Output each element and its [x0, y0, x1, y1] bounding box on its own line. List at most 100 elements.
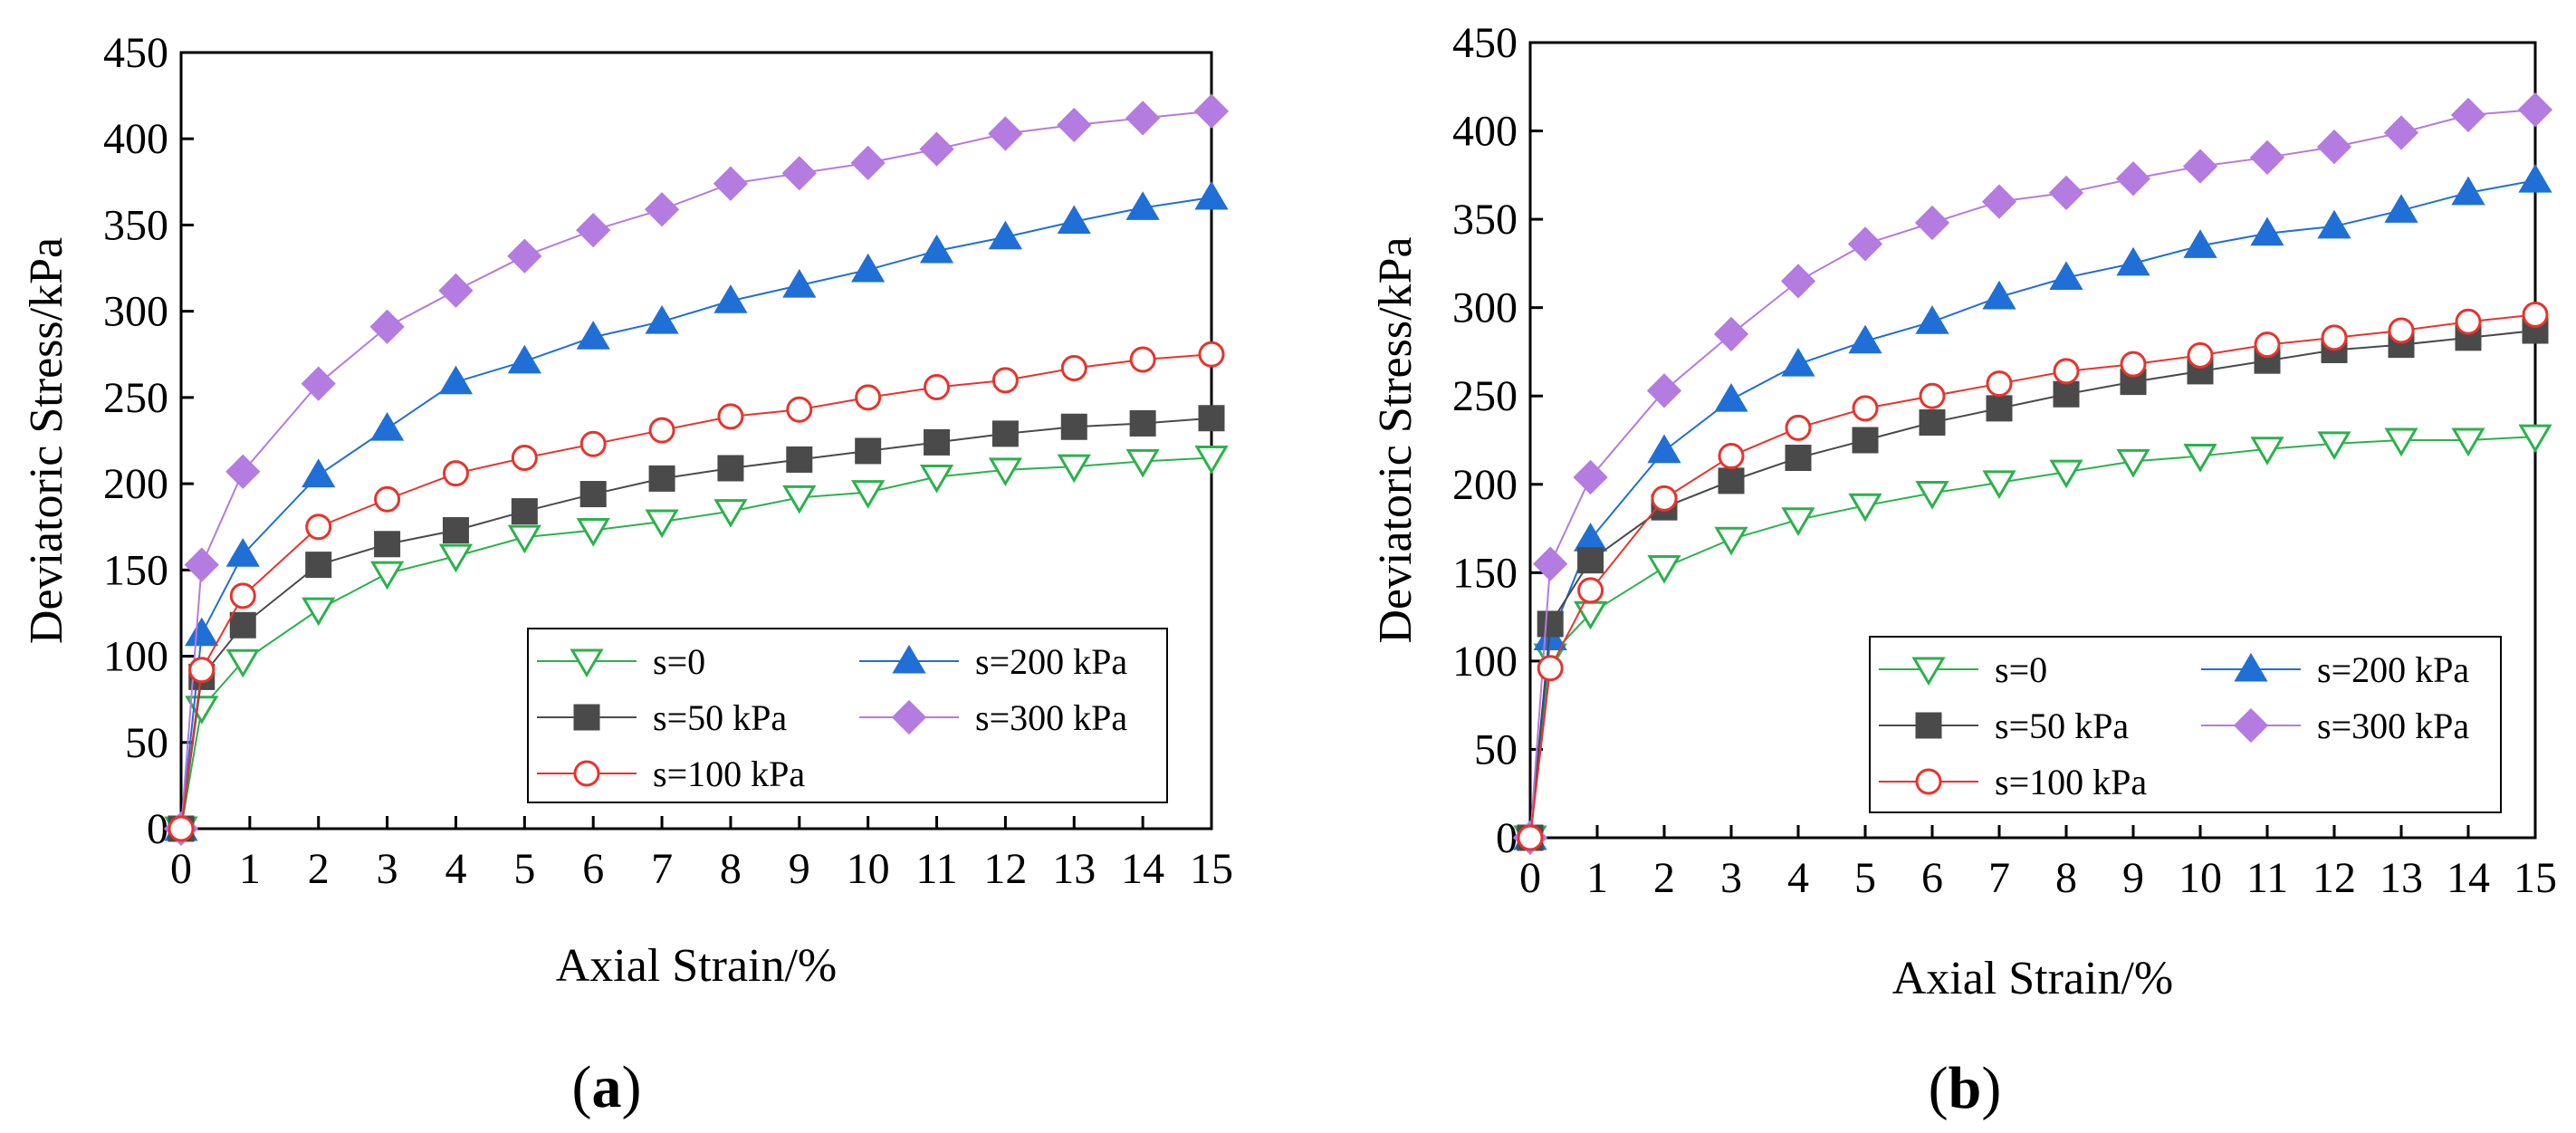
x-tick-label: 0 [1519, 854, 1541, 902]
data-point [1194, 180, 1229, 210]
data-point [786, 446, 813, 473]
data-point [374, 485, 401, 513]
x-tick-label: 9 [789, 845, 810, 893]
data-point [1198, 405, 1225, 432]
y-tick-label: 400 [103, 115, 168, 163]
x-tick-label: 2 [1653, 854, 1675, 902]
legend-item: s=300 kPa [859, 697, 1127, 738]
x-tick-label: 10 [847, 845, 890, 893]
data-point [1981, 184, 2017, 219]
data-point [507, 238, 542, 274]
x-tick-label: 14 [2447, 854, 2490, 902]
data-point [2120, 350, 2147, 378]
series-s-100-kpa [168, 341, 1225, 842]
data-point [2317, 209, 2351, 239]
data-point [1057, 107, 1092, 143]
data-point [1060, 355, 1087, 382]
data-point [1982, 470, 2016, 499]
x-tick-label: 9 [2122, 854, 2144, 902]
data-point [1125, 448, 1160, 478]
x-tick-label: 7 [1988, 854, 2010, 902]
data-point [507, 344, 541, 374]
data-point [229, 611, 256, 639]
data-point [1914, 205, 1950, 241]
data-point [2522, 301, 2549, 328]
data-point [1193, 93, 1230, 129]
legend-item: s=50 kPa [1879, 706, 2129, 746]
data-point [438, 543, 474, 573]
data-point [1057, 205, 1091, 235]
series-s-300-kpa [1512, 92, 2553, 856]
data-point [2115, 161, 2151, 197]
y-tick-label: 150 [103, 546, 168, 594]
legend-label: s=300 kPa [2317, 706, 2469, 746]
legend-item: s=100 kPa [537, 754, 805, 794]
data-point [1714, 526, 1748, 556]
data-point [2455, 308, 2482, 335]
data-point [188, 657, 215, 684]
y-tick-label: 300 [103, 288, 168, 336]
data-point [850, 145, 886, 181]
data-point [2116, 448, 2150, 478]
data-point [851, 480, 886, 509]
data-point [2517, 92, 2553, 128]
legend-item: s=300 kPa [2201, 706, 2469, 746]
y-tick-label: 250 [103, 374, 168, 422]
data-point [919, 131, 954, 167]
legend-item: s=200 kPa [859, 641, 1127, 682]
data-point [1573, 523, 1608, 552]
data-point [1915, 481, 1949, 510]
data-point [2182, 149, 2218, 184]
data-point [185, 617, 219, 647]
legend-item: s=0 [537, 641, 705, 682]
x-tick-label: 12 [983, 845, 1027, 893]
data-point [988, 116, 1023, 151]
x-tick-label: 6 [1921, 854, 1943, 902]
y-tick-label: 300 [1452, 284, 1518, 332]
data-point [1781, 507, 1815, 536]
data-point [2049, 459, 2083, 489]
data-point [2388, 317, 2415, 344]
data-point [438, 365, 474, 395]
y-tick-label: 350 [103, 201, 168, 249]
x-axis-title: Axial Strain/% [1892, 953, 2174, 1004]
y-tick-label: 450 [103, 29, 168, 77]
x-tick-label: 15 [1190, 845, 1233, 893]
x-tick-label: 14 [1121, 845, 1164, 893]
legend-item: s=200 kPa [2201, 649, 2469, 690]
legend-item: s=100 kPa [1879, 762, 2147, 802]
data-point [1718, 443, 1745, 470]
data-point [648, 417, 675, 444]
data-point [2116, 246, 2150, 276]
data-point [713, 284, 748, 313]
legend-label: s=100 kPa [1995, 762, 2147, 802]
y-tick-label: 250 [1452, 372, 1518, 420]
data-point [302, 597, 336, 627]
data-point [781, 156, 817, 191]
data-point [2450, 97, 2486, 133]
data-point [2250, 437, 2284, 466]
data-point [1517, 824, 1544, 851]
data-point [1982, 280, 2016, 310]
data-point [2048, 175, 2084, 210]
data-point [229, 582, 256, 610]
data-point [648, 465, 675, 492]
data-point [1919, 382, 1946, 409]
x-tick-label: 1 [1586, 854, 1608, 902]
data-point [302, 458, 336, 488]
data-point [438, 273, 474, 308]
data-point [2249, 139, 2285, 175]
data-point [1129, 409, 1156, 437]
y-axis-title: Deviatoric Stress/kPa [1370, 236, 1422, 643]
legend: s=0 s=200 kPa s=50 kPa s=300 kPa s=100 kPa [1869, 636, 2502, 813]
data-point [1785, 445, 1812, 472]
data-point [1537, 655, 1564, 682]
data-point [1718, 467, 1745, 494]
data-point [1125, 191, 1160, 220]
legend-label: s=200 kPa [975, 641, 1127, 682]
y-tick-label: 200 [1452, 461, 1518, 509]
y-axis-title: Deviatoric Stress/kPa [21, 237, 72, 644]
data-point [991, 367, 1019, 394]
